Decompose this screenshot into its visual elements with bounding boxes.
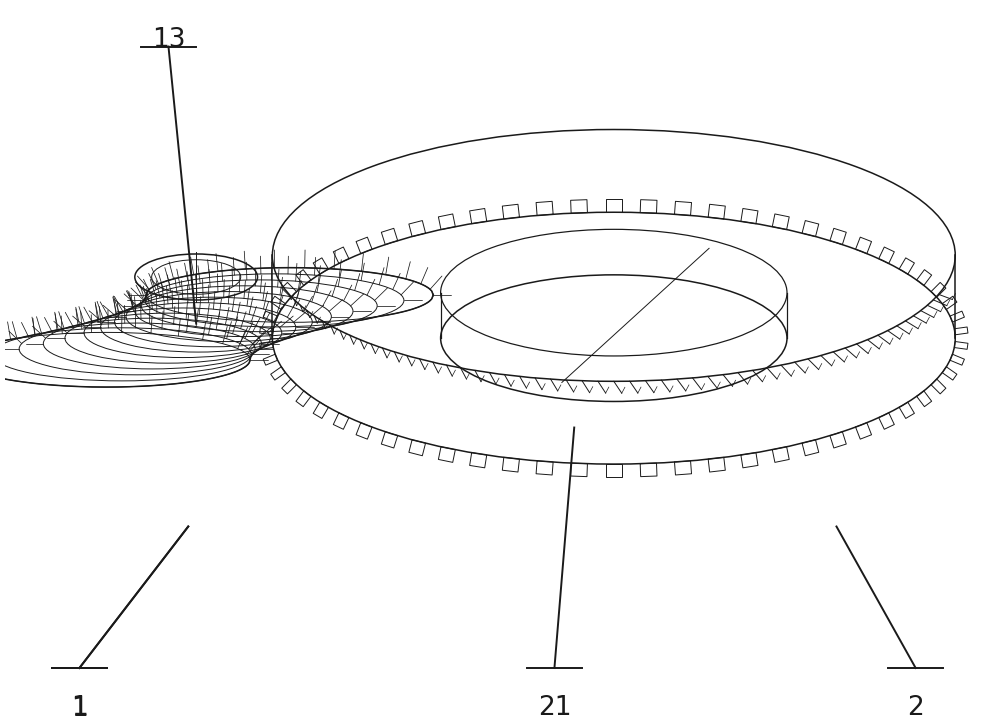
Text: 1: 1 (71, 695, 88, 720)
Text: 13: 13 (152, 27, 185, 53)
Text: 21: 21 (538, 695, 571, 720)
Text: 1: 1 (71, 696, 88, 722)
Text: 2: 2 (907, 695, 924, 720)
